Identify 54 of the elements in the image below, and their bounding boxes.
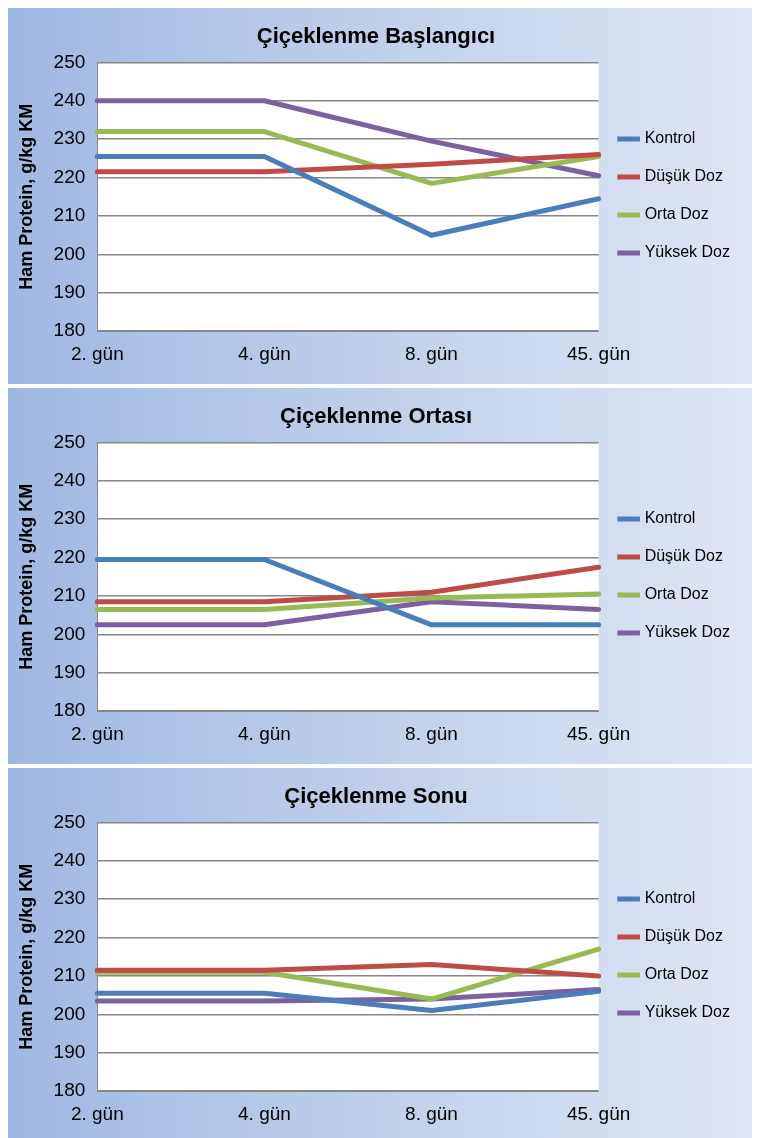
chart-title: Çiçeklenme Sonu: [284, 783, 468, 809]
legend-label: Kontrol: [644, 509, 696, 527]
y-tick-label: 180: [53, 319, 86, 341]
legend-label: Düşük Doz: [644, 167, 723, 185]
y-tick-label: 230: [53, 127, 86, 149]
legend-label: Yüksek Doz: [644, 623, 731, 641]
y-tick-label: 220: [53, 165, 86, 187]
y-tick-label: 240: [53, 849, 86, 871]
y-tick-label: 200: [53, 242, 86, 264]
chart-title: Çiçeklenme Başlangıcı: [256, 23, 496, 49]
y-tick-label: 250: [53, 810, 86, 832]
x-tick-label: 8. gün: [405, 1102, 458, 1124]
x-tick-label: 4. gün: [238, 722, 291, 744]
y-axis-title: Ham Protein, g/kg KM: [15, 483, 36, 670]
x-tick-label: 4. gün: [238, 1102, 291, 1124]
x-tick-label: 8. gün: [405, 342, 458, 364]
y-tick-label: 230: [53, 507, 86, 529]
y-tick-label: 250: [53, 50, 86, 72]
legend-label: Kontrol: [644, 129, 696, 147]
y-tick-label: 210: [53, 204, 86, 226]
x-tick-label: 2. gün: [70, 722, 124, 744]
y-tick-label: 250: [53, 430, 86, 452]
y-tick-label: 190: [53, 1041, 86, 1063]
x-tick-label: 45. gün: [566, 1102, 631, 1124]
x-tick-label: 45. gün: [566, 342, 631, 364]
legend-label: Yüksek Doz: [644, 243, 731, 261]
legend-label: Orta Doz: [644, 585, 709, 603]
x-tick-label: 2. gün: [70, 342, 124, 364]
x-tick-label: 45. gün: [566, 722, 631, 744]
y-tick-label: 180: [53, 699, 86, 721]
y-tick-label: 200: [53, 1002, 86, 1024]
y-tick-label: 210: [53, 964, 86, 986]
legend-label: Düşük Doz: [644, 927, 723, 945]
y-tick-label: 210: [53, 584, 86, 606]
y-tick-label: 220: [53, 545, 86, 567]
chart-title: Çiçeklenme Ortası: [280, 403, 472, 429]
y-axis-title: Ham Protein, g/kg KM: [15, 103, 36, 290]
legend-label: Orta Doz: [644, 965, 709, 983]
legend-label: Yüksek Doz: [644, 1003, 731, 1021]
y-tick-label: 230: [53, 887, 86, 909]
legend-label: Düşük Doz: [644, 547, 723, 565]
y-tick-label: 190: [53, 281, 86, 303]
y-tick-label: 220: [53, 925, 86, 947]
x-tick-label: 4. gün: [238, 342, 291, 364]
y-tick-label: 180: [53, 1079, 86, 1101]
y-tick-label: 240: [53, 89, 86, 111]
y-axis-title: Ham Protein, g/kg KM: [15, 863, 36, 1050]
legend-label: Orta Doz: [644, 205, 709, 223]
legend-label: Kontrol: [644, 889, 696, 907]
x-tick-label: 2. gün: [70, 1102, 124, 1124]
y-tick-label: 190: [53, 661, 86, 683]
y-tick-label: 200: [53, 622, 86, 644]
y-tick-label: 240: [53, 469, 86, 491]
x-tick-label: 8. gün: [405, 722, 458, 744]
